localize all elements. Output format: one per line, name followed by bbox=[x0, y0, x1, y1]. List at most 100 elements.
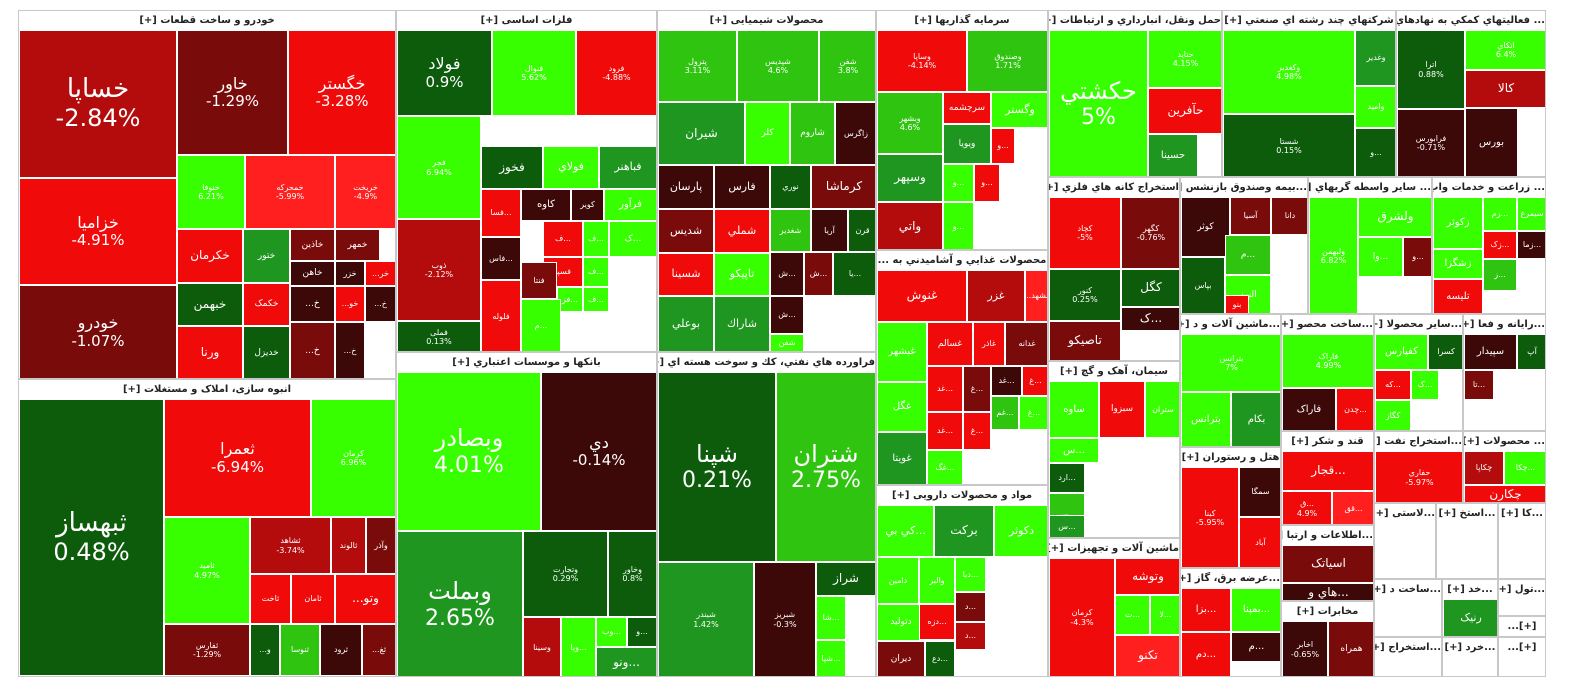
sector-title-expand-link[interactable]: سیمان، آهک و گچ [+] bbox=[1049, 362, 1179, 381]
stock-tile[interactable]: دتولید bbox=[877, 604, 925, 641]
stock-tile[interactable]: خ... bbox=[290, 322, 335, 378]
stock-tile[interactable]: تاپیکو bbox=[714, 253, 770, 296]
stock-tile[interactable]: دکوثر bbox=[994, 505, 1047, 557]
stock-tile[interactable]: خاور -1.29% bbox=[177, 30, 288, 155]
stock-tile[interactable]: ثالوند bbox=[331, 517, 366, 574]
stock-tile[interactable]: حتاید 4.15% bbox=[1148, 30, 1221, 88]
stock-tile[interactable]: ...م bbox=[521, 299, 561, 351]
stock-tile[interactable]: فولاد 0.9% bbox=[397, 30, 492, 116]
stock-tile[interactable]: فرآور bbox=[604, 189, 656, 221]
stock-tile[interactable]: فارس bbox=[714, 165, 770, 209]
stock-tile[interactable]: حسینا bbox=[1148, 134, 1198, 176]
stock-tile[interactable]: وکغدیر 4.98% bbox=[1223, 30, 1355, 114]
stock-tile[interactable]: ولشرق bbox=[1358, 197, 1431, 237]
stock-tile[interactable]: غزر bbox=[967, 270, 1025, 322]
sector-title-expand-link[interactable]: محصولات شیمیایی [+] bbox=[658, 11, 875, 30]
stock-tile[interactable]: وخاور 0.8% bbox=[608, 531, 656, 617]
stock-tile[interactable]: ...غ bbox=[963, 366, 991, 412]
stock-tile[interactable]: فاراک 4.99% bbox=[1282, 334, 1373, 388]
stock-tile[interactable]: خودرو -1.07% bbox=[19, 285, 177, 378]
stock-tile[interactable]: ذوب -2.12% bbox=[397, 219, 481, 321]
stock-tile[interactable]: ...یا bbox=[833, 252, 875, 296]
sector-title-expand-link[interactable]: فلزات اساسی [+] bbox=[397, 11, 656, 30]
stock-tile[interactable]: خزامیا -4.91% bbox=[19, 178, 177, 285]
stock-tile[interactable]: کرمان -4.3% bbox=[1049, 558, 1115, 676]
stock-tile[interactable]: ...ارد bbox=[1049, 463, 1085, 493]
stock-tile[interactable]: برکت bbox=[934, 505, 994, 557]
stock-tile[interactable]: فباهنر bbox=[599, 146, 656, 189]
stock-tile[interactable]: خکمک bbox=[243, 283, 290, 326]
stock-tile[interactable]: ...فز bbox=[557, 287, 583, 312]
stock-tile[interactable]: ...قجار bbox=[1282, 451, 1373, 491]
stock-tile[interactable]: کبنا -5.95% bbox=[1181, 467, 1239, 567]
stock-tile[interactable]: فنتا bbox=[521, 262, 557, 299]
stock-tile[interactable]: شبریز -0.3% bbox=[754, 562, 816, 676]
stock-tile[interactable]: فرود -4.88% bbox=[576, 30, 656, 116]
stock-tile[interactable]: ...غد bbox=[927, 366, 963, 412]
stock-tile[interactable]: آپ bbox=[1517, 334, 1545, 370]
stock-tile[interactable]: خمحرکه -5.99% bbox=[245, 155, 335, 229]
stock-tile[interactable]: کوثر bbox=[1181, 197, 1230, 257]
stock-tile[interactable]: اسیاتک bbox=[1282, 545, 1373, 583]
stock-tile[interactable]: ...که bbox=[1375, 370, 1411, 400]
stock-tile[interactable]: خاهن bbox=[290, 261, 335, 286]
stock-tile[interactable]: ...غ bbox=[963, 412, 991, 450]
stock-tile[interactable]: خریخت -4.9% bbox=[335, 155, 395, 229]
stock-tile[interactable]: ساوه bbox=[1049, 381, 1099, 438]
stock-tile[interactable]: کسرا bbox=[1428, 334, 1462, 370]
sector-title-expand-link[interactable]: انبوه سازی، املاک و مستغلات [+] bbox=[19, 380, 395, 399]
stock-tile[interactable]: ...فاس bbox=[481, 237, 521, 280]
stock-tile[interactable]: ...و bbox=[943, 164, 974, 202]
stock-tile[interactable]: وگستر bbox=[991, 92, 1047, 128]
stock-tile[interactable]: غاذر bbox=[973, 322, 1005, 366]
stock-tile[interactable]: پارسان bbox=[658, 165, 714, 209]
stock-tile[interactable]: زاگرس bbox=[835, 102, 875, 165]
stock-tile[interactable]: وغدیر bbox=[1355, 30, 1395, 86]
stock-tile[interactable]: ...لا bbox=[1150, 595, 1179, 635]
stock-tile[interactable]: کگاز bbox=[1375, 400, 1411, 430]
stock-tile[interactable]: ...و bbox=[627, 617, 656, 647]
sector-title-expand-link[interactable]: ...سایر محصولا [+] bbox=[1375, 315, 1462, 334]
stock-tile[interactable]: وامید bbox=[1355, 86, 1395, 128]
stock-tile[interactable]: ثنوسا bbox=[280, 624, 320, 676]
stock-tile[interactable]: ثامان bbox=[291, 574, 335, 624]
stock-tile[interactable]: فرابورس -0.71% bbox=[1397, 109, 1465, 176]
stock-tile[interactable]: ...کي بي bbox=[877, 505, 934, 557]
stock-tile[interactable]: ...ش bbox=[770, 252, 804, 296]
stock-tile[interactable]: خو... bbox=[335, 286, 365, 322]
stock-tile[interactable]: ...ش bbox=[770, 296, 804, 334]
sector-title-expand-link[interactable]: ...استخراج نفت [+] bbox=[1375, 432, 1462, 451]
stock-tile[interactable]: ...د bbox=[955, 622, 986, 650]
stock-tile[interactable]: ...بزا bbox=[1181, 588, 1231, 632]
stock-tile[interactable]: ویویا bbox=[943, 124, 991, 164]
stock-tile[interactable]: وسینا bbox=[523, 617, 561, 676]
stock-tile[interactable]: کلر bbox=[745, 102, 790, 165]
stock-tile[interactable]: خ... bbox=[290, 286, 335, 322]
stock-tile[interactable]: فجر 6.94% bbox=[397, 116, 481, 219]
stock-tile[interactable]: چکاپا bbox=[1464, 451, 1504, 485]
stock-tile[interactable]: تلیسه bbox=[1433, 279, 1483, 313]
stock-tile[interactable]: بنو bbox=[1225, 295, 1249, 313]
stock-tile[interactable]: ...دبا bbox=[955, 557, 986, 592]
stock-tile[interactable]: ولبهمن 6.82% bbox=[1309, 197, 1358, 313]
stock-tile[interactable]: همراه bbox=[1328, 621, 1373, 676]
stock-tile[interactable]: فنوال 5.62% bbox=[492, 30, 576, 116]
sector-title-expand-link[interactable]: حمل ونقل، انبارداري و ارتباطات [+] bbox=[1049, 11, 1221, 30]
stock-tile[interactable]: ختور bbox=[243, 229, 290, 283]
stock-tile[interactable]: سيمرغ bbox=[1517, 197, 1545, 231]
stock-tile[interactable]: سمگا bbox=[1239, 467, 1280, 517]
stock-tile[interactable]: شیران bbox=[658, 102, 745, 165]
stock-tile[interactable]: ...و bbox=[1403, 237, 1431, 277]
stock-tile[interactable]: وبشهر 4.6% bbox=[877, 92, 943, 154]
stock-tile[interactable]: خساپا -2.84% bbox=[19, 30, 177, 178]
sector-title-expand-link[interactable]: ...عرضه برق، گاز [+] bbox=[1181, 569, 1280, 588]
stock-tile[interactable]: وبملت 2.65% bbox=[397, 531, 523, 676]
stock-tile[interactable]: ...م bbox=[1225, 235, 1271, 275]
stock-tile[interactable]: حآفرین bbox=[1148, 88, 1221, 134]
stock-tile[interactable]: وصندوق 1.71% bbox=[967, 30, 1047, 92]
stock-tile[interactable]: ثامید 4.97% bbox=[164, 517, 250, 624]
sector-title-expand-link[interactable]: ... سایر واسطه گریهاي [+] bbox=[1309, 178, 1431, 197]
stock-tile[interactable]: ...ویا bbox=[561, 617, 596, 676]
stock-tile[interactable]: ...ف bbox=[543, 221, 583, 257]
sector-title-expand-link[interactable]: ماشین آلات و تجهیزات [+] bbox=[1049, 539, 1179, 558]
